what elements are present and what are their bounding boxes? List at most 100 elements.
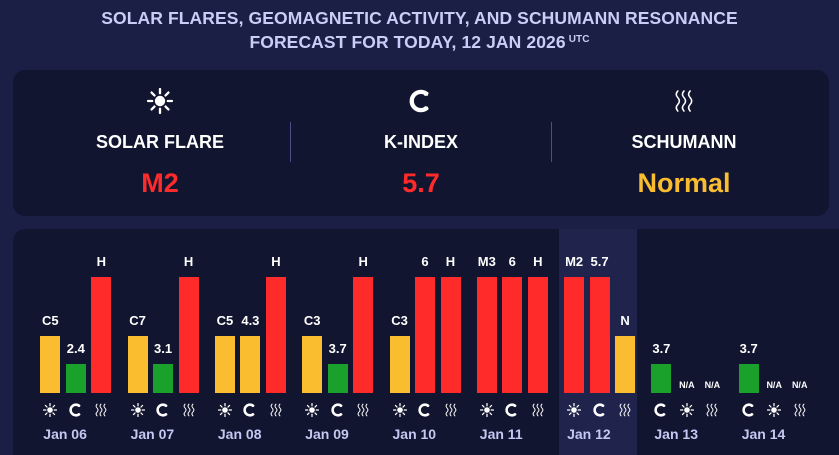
bar-label-na: N/A: [766, 380, 782, 390]
bar-label: H: [271, 253, 281, 269]
bar-label: 6: [421, 253, 429, 269]
bar-label: C5: [216, 312, 234, 328]
day-label: Jan 12: [567, 426, 611, 442]
bar-schumann: [91, 276, 112, 393]
bar-label: 3.7: [652, 341, 671, 357]
bar-label: C3: [303, 312, 321, 328]
bar-label: 6: [508, 253, 516, 269]
bar-solar: [40, 335, 61, 393]
bar-kindex: [589, 276, 610, 393]
bar-schumann: [265, 276, 286, 393]
title-line-1: SOLAR FLARES, GEOMAGNETIC ACTIVITY, AND …: [101, 8, 738, 28]
solar-flare-label: SOLAR FLARE: [96, 132, 224, 152]
bar-schumann: [615, 335, 636, 393]
bar-label: 3.1: [154, 341, 173, 357]
bar-label: H: [96, 253, 106, 269]
magnet-icon: [651, 402, 671, 418]
magnet-icon: [153, 402, 173, 418]
bar-solar: [214, 335, 235, 393]
sun-icon: [215, 402, 235, 418]
day-label: Jan 08: [217, 426, 262, 442]
bar-label: N: [620, 312, 630, 328]
wave-icon: [353, 402, 373, 418]
bar-label: M2: [565, 253, 584, 269]
bar-label: C5: [41, 312, 59, 328]
bar-label: 3.7: [739, 341, 758, 357]
day-label: Jan 07: [130, 426, 175, 442]
sun-icon: [25, 86, 295, 116]
bar-label: H: [358, 253, 368, 269]
magnet-icon: [590, 402, 610, 418]
day-label: Jan 11: [479, 426, 523, 442]
bar-kindex: [651, 364, 672, 393]
sun-icon: [302, 402, 322, 418]
bar-kindex: [240, 335, 261, 393]
bar-solar: [127, 335, 148, 393]
k-index-value: 5.7: [402, 168, 440, 198]
wave-icon: [549, 86, 819, 116]
bar-kindex: [738, 364, 759, 393]
title-line-2: FORECAST FOR TODAY, 12 JAN 2026 UTC: [0, 30, 839, 54]
bar-label: C3: [391, 312, 408, 328]
summary-divider: [290, 122, 291, 162]
bar-solar: [302, 335, 323, 393]
bar-label-na: N/A: [704, 380, 721, 390]
wave-icon: [266, 402, 286, 418]
magnet-icon: [328, 402, 348, 418]
bar-label: C7: [129, 312, 146, 328]
day-label: Jan 14: [741, 426, 786, 442]
utc-superscript: UTC: [568, 34, 590, 45]
summary-solar-flare: SOLAR FLARE M2: [25, 70, 295, 216]
solar-flare-value: M2: [141, 168, 179, 198]
wave-icon: [790, 402, 810, 418]
forecast-chart: H C5 2.4 H Jan 06 C7 3.1 H Jan 07 C5 4.3 H Jan 08…: [13, 229, 839, 455]
wave-icon: [528, 402, 548, 418]
wave-icon: [179, 402, 199, 418]
schumann-label: SCHUMANN: [631, 132, 737, 152]
wave-icon: [702, 402, 722, 418]
magnet-icon: [66, 402, 86, 418]
sun-icon: [40, 402, 60, 418]
sun-icon: [677, 402, 697, 418]
sun-icon: [477, 402, 497, 418]
bar-label: 4.3: [241, 312, 260, 328]
bar-label: H: [445, 253, 456, 269]
bar-schumann: [178, 276, 199, 393]
title-line-2-text: FORECAST FOR TODAY, 12 JAN 2026: [249, 32, 566, 52]
k-index-label: K-INDEX: [383, 132, 458, 152]
bar-label-na: N/A: [679, 380, 695, 390]
bar-schumann: [440, 276, 461, 393]
wave-icon: [441, 402, 461, 418]
magnet-icon: [502, 402, 522, 418]
bar-solar: [564, 276, 585, 393]
bar-label: H: [533, 253, 543, 269]
bar-label: M3: [477, 253, 496, 269]
bar-kindex: [502, 276, 523, 393]
bar-kindex: [153, 364, 174, 393]
magnet-icon: [415, 402, 435, 418]
bar-kindex: [65, 364, 86, 393]
page-title: SOLAR FLARES, GEOMAGNETIC ACTIVITY, AND …: [0, 6, 839, 54]
bar-label: 2.4: [66, 341, 85, 357]
bar-label: 5.7: [590, 253, 609, 269]
schumann-value: Normal: [637, 168, 731, 198]
bar-kindex: [415, 276, 435, 393]
wave-icon: [91, 402, 111, 418]
day-label: Jan 13: [654, 426, 698, 442]
sun-icon: [564, 402, 584, 418]
sun-icon: [764, 402, 784, 418]
sun-icon: [128, 402, 148, 418]
magnet-icon: [739, 402, 759, 418]
magnet-icon: [286, 86, 556, 116]
bar-label: 3.7: [328, 341, 347, 357]
summary-schumann: SCHUMANN Normal: [549, 70, 819, 216]
bar-schumann: [353, 276, 374, 393]
bar-kindex: [327, 364, 348, 393]
magnet-icon: [240, 402, 260, 418]
sun-icon: [390, 402, 410, 418]
summary-divider: [551, 122, 552, 162]
bar-schumann: [527, 276, 548, 393]
day-label: Jan 09: [305, 426, 349, 442]
bar-solar: [476, 276, 497, 393]
bar-label-na: N/A: [791, 380, 808, 390]
